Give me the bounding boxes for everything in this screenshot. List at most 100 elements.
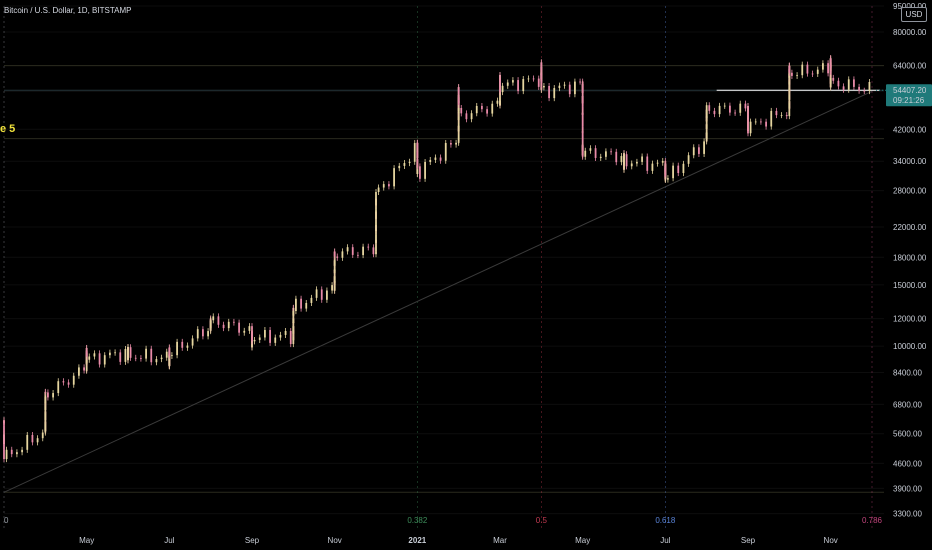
y-tick-label: 28000.00	[893, 187, 927, 196]
candle-body	[416, 165, 419, 167]
grid-lines	[4, 5, 884, 515]
candle-body	[388, 184, 390, 187]
candle-body	[326, 290, 328, 300]
candle-body	[563, 84, 566, 86]
candle-body	[581, 134, 584, 149]
candle-body	[44, 410, 47, 421]
candle-body	[424, 161, 426, 179]
candle-body	[41, 432, 44, 439]
candle-body	[248, 326, 251, 331]
y-tick-label: 34000.00	[893, 157, 927, 166]
candle-body	[641, 156, 643, 162]
candle-body	[320, 289, 323, 300]
candle-body	[124, 349, 127, 362]
candle-body	[264, 330, 266, 338]
x-tick-label: Jul	[660, 536, 670, 545]
candle-body	[419, 166, 421, 179]
candle-body	[165, 351, 168, 358]
candle-body	[788, 93, 791, 100]
price-badge-box	[886, 84, 932, 107]
candle-body	[168, 347, 171, 354]
candle-body	[375, 209, 377, 219]
candle-body	[816, 69, 819, 74]
candle-body	[331, 285, 333, 291]
candle-body	[114, 352, 116, 354]
fib-label: 0	[4, 516, 9, 525]
candle-body	[88, 356, 91, 360]
candle-body	[367, 246, 370, 248]
candle-body	[723, 105, 726, 107]
candle-body	[26, 434, 29, 450]
candle-body	[749, 121, 752, 134]
candle-body	[83, 367, 85, 371]
candle-body	[581, 112, 584, 127]
candle-body	[403, 163, 406, 166]
x-tick-label: Nov	[328, 536, 342, 545]
candle-body	[475, 105, 478, 114]
candle-body	[636, 161, 638, 164]
y-tick-label: 10000.00	[893, 342, 927, 351]
candle-body	[52, 393, 54, 398]
x-tick-label: 2021	[408, 536, 426, 545]
candle-body	[140, 358, 142, 359]
candle-body	[579, 81, 581, 83]
candle-body	[470, 113, 473, 120]
candle-body	[336, 256, 339, 258]
candle-body	[868, 81, 871, 92]
candle-body	[460, 108, 463, 114]
candle-body	[47, 392, 49, 398]
horizontal-levels	[4, 65, 884, 493]
price-badge-value: 54407.20	[893, 86, 927, 95]
candle-body	[842, 86, 845, 90]
candle-body	[413, 143, 416, 162]
candle-body	[274, 337, 277, 343]
candle-body	[300, 298, 302, 309]
candle-body	[3, 449, 5, 460]
candle-body	[822, 63, 824, 70]
candle-body	[863, 90, 866, 92]
candle-body	[393, 168, 395, 187]
candle-body	[532, 78, 535, 80]
candle-body	[44, 391, 47, 393]
candle-body	[646, 156, 649, 171]
candle-body	[739, 103, 742, 113]
candle-body	[858, 86, 860, 91]
candle-body	[134, 357, 137, 359]
candle-body	[581, 84, 584, 92]
candle-body	[537, 78, 540, 87]
y-tick-label: 5600.00	[893, 430, 922, 439]
candle-body	[375, 218, 377, 228]
candle-body	[10, 449, 13, 455]
candle-body	[651, 163, 654, 171]
candle-body	[44, 424, 47, 431]
y-tick-label: 3300.00	[893, 510, 922, 519]
candle-body	[705, 111, 708, 118]
currency-button[interactable]: USD	[901, 7, 927, 22]
candle-body	[527, 78, 530, 80]
candle-body	[253, 339, 256, 342]
candle-body	[408, 161, 411, 164]
candle-body	[119, 352, 122, 362]
candle-body	[434, 157, 437, 160]
candle-body	[656, 162, 659, 164]
candle-body	[3, 434, 5, 444]
candle-body	[705, 127, 708, 140]
candle-body	[584, 150, 587, 157]
candle-body	[708, 105, 711, 111]
candle-body	[31, 434, 34, 443]
y-tick-label: 8400.00	[893, 368, 922, 377]
candle-body	[543, 85, 545, 88]
candle-body	[522, 79, 525, 92]
candle-body	[305, 302, 308, 309]
candle-body	[196, 329, 199, 339]
candle-body	[217, 316, 220, 325]
candle-body	[744, 103, 747, 109]
candle-body	[486, 109, 488, 114]
candle-body	[289, 330, 292, 345]
y-tick-label: 42000.00	[893, 125, 927, 134]
trendline	[3, 89, 880, 493]
candle-body	[85, 359, 88, 363]
candle-body	[796, 75, 798, 76]
candle-body	[610, 151, 612, 153]
